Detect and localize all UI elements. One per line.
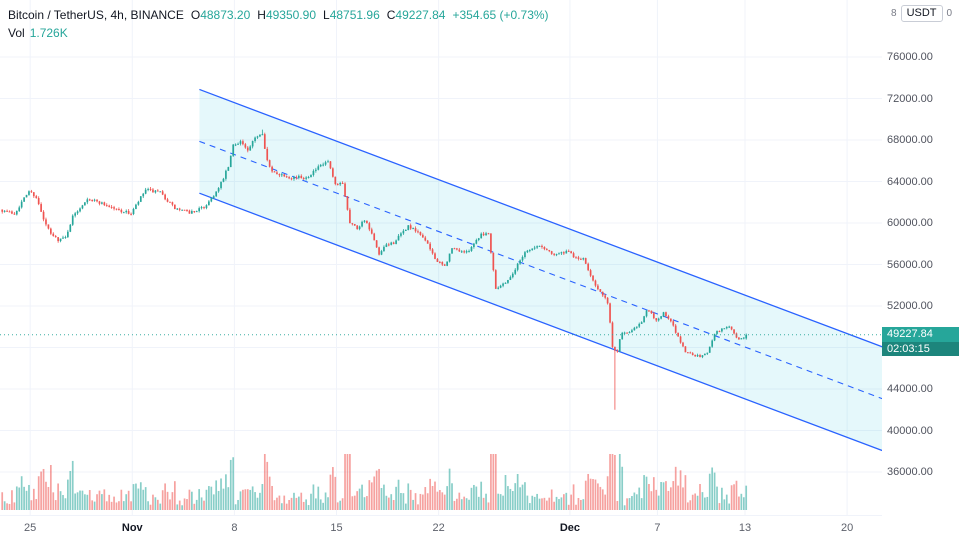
volume-label[interactable]: Vol <box>8 26 25 40</box>
time-tick-label: Nov <box>121 522 143 534</box>
time-tick-label: 7 <box>654 522 661 534</box>
time-tick-label: 13 <box>738 522 752 534</box>
price-tick-label: 76000.00 <box>887 51 933 63</box>
axis-corner-text-right: 0 <box>946 8 953 19</box>
ohlc-low: L48751.96 <box>323 6 380 24</box>
price-tick-label: 64000.00 <box>887 175 933 188</box>
ohlc-high: H49350.90 <box>257 6 316 24</box>
price-tick-label: 40000.00 <box>887 424 933 437</box>
grid-layer <box>0 0 882 515</box>
price-tick-label: 56000.00 <box>887 258 933 271</box>
time-tick-label: 20 <box>840 522 854 534</box>
legend-row-volume: Vol 1.726K <box>8 24 549 42</box>
price-axis[interactable]: 8 USDT 0 76000.00 72000.00 68000.00 64000.0… <box>882 0 959 515</box>
time-tick-label: 25 <box>24 522 37 534</box>
price-tick-label: 68000.00 <box>887 134 933 146</box>
price-tick-label: 36000.00 <box>887 466 933 478</box>
open-label: O <box>190 8 201 22</box>
price-tick-label: 60000.00 <box>887 217 933 229</box>
high-value: 49350.90 <box>265 8 316 22</box>
channel-upper-line <box>199 88 882 348</box>
low-value: 48751.96 <box>329 8 380 22</box>
change-value: +354.65 (+0.73%) <box>452 8 549 22</box>
price-tick-label: 44000.00 <box>887 383 933 395</box>
price-scale-header: 8 USDT 0 <box>891 5 952 22</box>
time-tick-label: Dec <box>559 522 581 534</box>
candles-layer <box>1 129 748 410</box>
high-label: H <box>257 8 266 22</box>
last-price-value: 49227.84 <box>882 327 959 343</box>
ohlc-open: O48873.20 <box>191 6 250 24</box>
symbol-title[interactable]: Bitcoin / TetherUS, 4h, BINANCE <box>8 8 184 22</box>
close-label: C <box>386 8 396 22</box>
volume-layer <box>1 454 748 510</box>
low-label: L <box>323 8 330 22</box>
open-value: 48873.20 <box>200 8 251 22</box>
legend-row-main: Bitcoin / TetherUS, 4h, BINANCE O48873.2… <box>8 6 549 24</box>
channel-lower-line <box>199 192 882 452</box>
symbol-legend: Bitcoin / TetherUS, 4h, BINANCE O48873.2… <box>8 6 549 42</box>
close-value: 49227.84 <box>395 8 446 22</box>
time-tick-label: 22 <box>432 522 445 534</box>
price-tick-label: 52000.00 <box>887 300 933 312</box>
trend-channel[interactable] <box>199 88 882 452</box>
time-axis[interactable]: 25 Nov 8 15 22 Dec 7 13 20 <box>0 515 882 541</box>
volume-value: 1.726K <box>29 26 68 40</box>
price-tick-label: 72000.00 <box>887 92 933 105</box>
last-price-badge: 49227.84 02:03:15 <box>882 327 959 357</box>
time-tick-label: 15 <box>330 522 343 534</box>
time-tick-label: 8 <box>231 522 238 534</box>
bar-countdown: 02:03:15 <box>882 342 959 357</box>
currency-toggle-button[interactable]: USDT <box>900 5 943 22</box>
ohlc-close: C49227.84 <box>387 6 446 24</box>
price-chart-canvas[interactable] <box>0 0 882 515</box>
axis-corner-text-left: 8 <box>891 8 897 19</box>
channel-median-line <box>199 140 882 400</box>
